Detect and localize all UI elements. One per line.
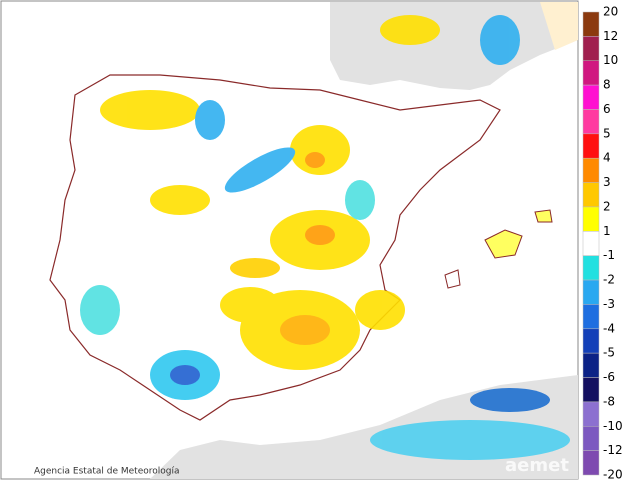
legend-swatch [582,279,600,305]
credit: Agencia Estatal de Meteorología [34,467,180,477]
legend-label: -1 [603,248,615,262]
legend-label: -20 [603,468,623,482]
legend-label: 6 [603,102,611,116]
field-blue [195,100,225,140]
field-cyan [345,180,375,220]
field-orange [305,225,335,245]
legend-label: -12 [603,443,623,457]
legend-label: 1 [603,224,611,238]
legend: 20 12 10 8 6 5 4 3 2 1 -1 -2 -3 -4 -5 -6 -8 -10 -12 -20 [582,5,623,482]
legend-swatch [582,401,600,427]
field-yellow [220,287,280,323]
legend-swatch [582,36,600,61]
legend-label: 2 [603,199,611,213]
legend-label: -6 [603,370,615,384]
watermark: aemet [505,455,569,476]
island-menorca [534,209,553,223]
legend-swatch [582,206,600,232]
legend-swatch [582,426,600,451]
legend-label: -3 [603,297,615,311]
legend-label: -5 [603,346,615,360]
field-yellow [355,290,405,330]
field-yellow [230,258,280,278]
legend-label: 8 [603,78,611,92]
legend-label: 5 [603,126,611,140]
legend-swatch [582,377,600,403]
field-yellow [380,15,440,45]
field-orange [305,152,325,168]
island-ibiza [444,269,461,289]
field-blue [224,147,296,193]
legend-swatch [582,109,600,135]
legend-swatch [582,133,600,159]
legend-swatch [582,328,600,354]
legend-swatch [582,84,600,110]
legend-swatch [582,255,600,281]
legend-label: -8 [603,394,615,408]
legend-swatch [582,304,600,330]
field-blue [480,15,520,65]
legend-label: 20 [603,5,618,19]
legend-label: 4 [603,151,611,165]
field-yellow [100,90,200,130]
legend-label: -10 [603,419,623,433]
anomaly-fields [80,15,570,460]
field-yellow [290,125,350,175]
legend-label: 12 [603,29,618,43]
legend-swatch [582,352,600,378]
field-yellow [150,185,210,215]
field-cyan [370,420,570,460]
field-darkblue [170,365,200,385]
field-blue [470,388,550,412]
legend-label: -2 [603,273,615,287]
legend-swatch [582,60,600,86]
legend-swatch [582,157,600,183]
legend-swatch [582,182,600,208]
field-orange [280,315,330,345]
legend-swatch [582,11,600,37]
land-alps [540,2,578,50]
legend-swatch [582,450,600,476]
legend-label: -4 [603,321,615,335]
legend-swatch [582,231,600,256]
island-mallorca [484,229,523,259]
field-cyan [80,285,120,335]
legend-label: 3 [603,175,611,189]
legend-label: 10 [603,53,618,67]
